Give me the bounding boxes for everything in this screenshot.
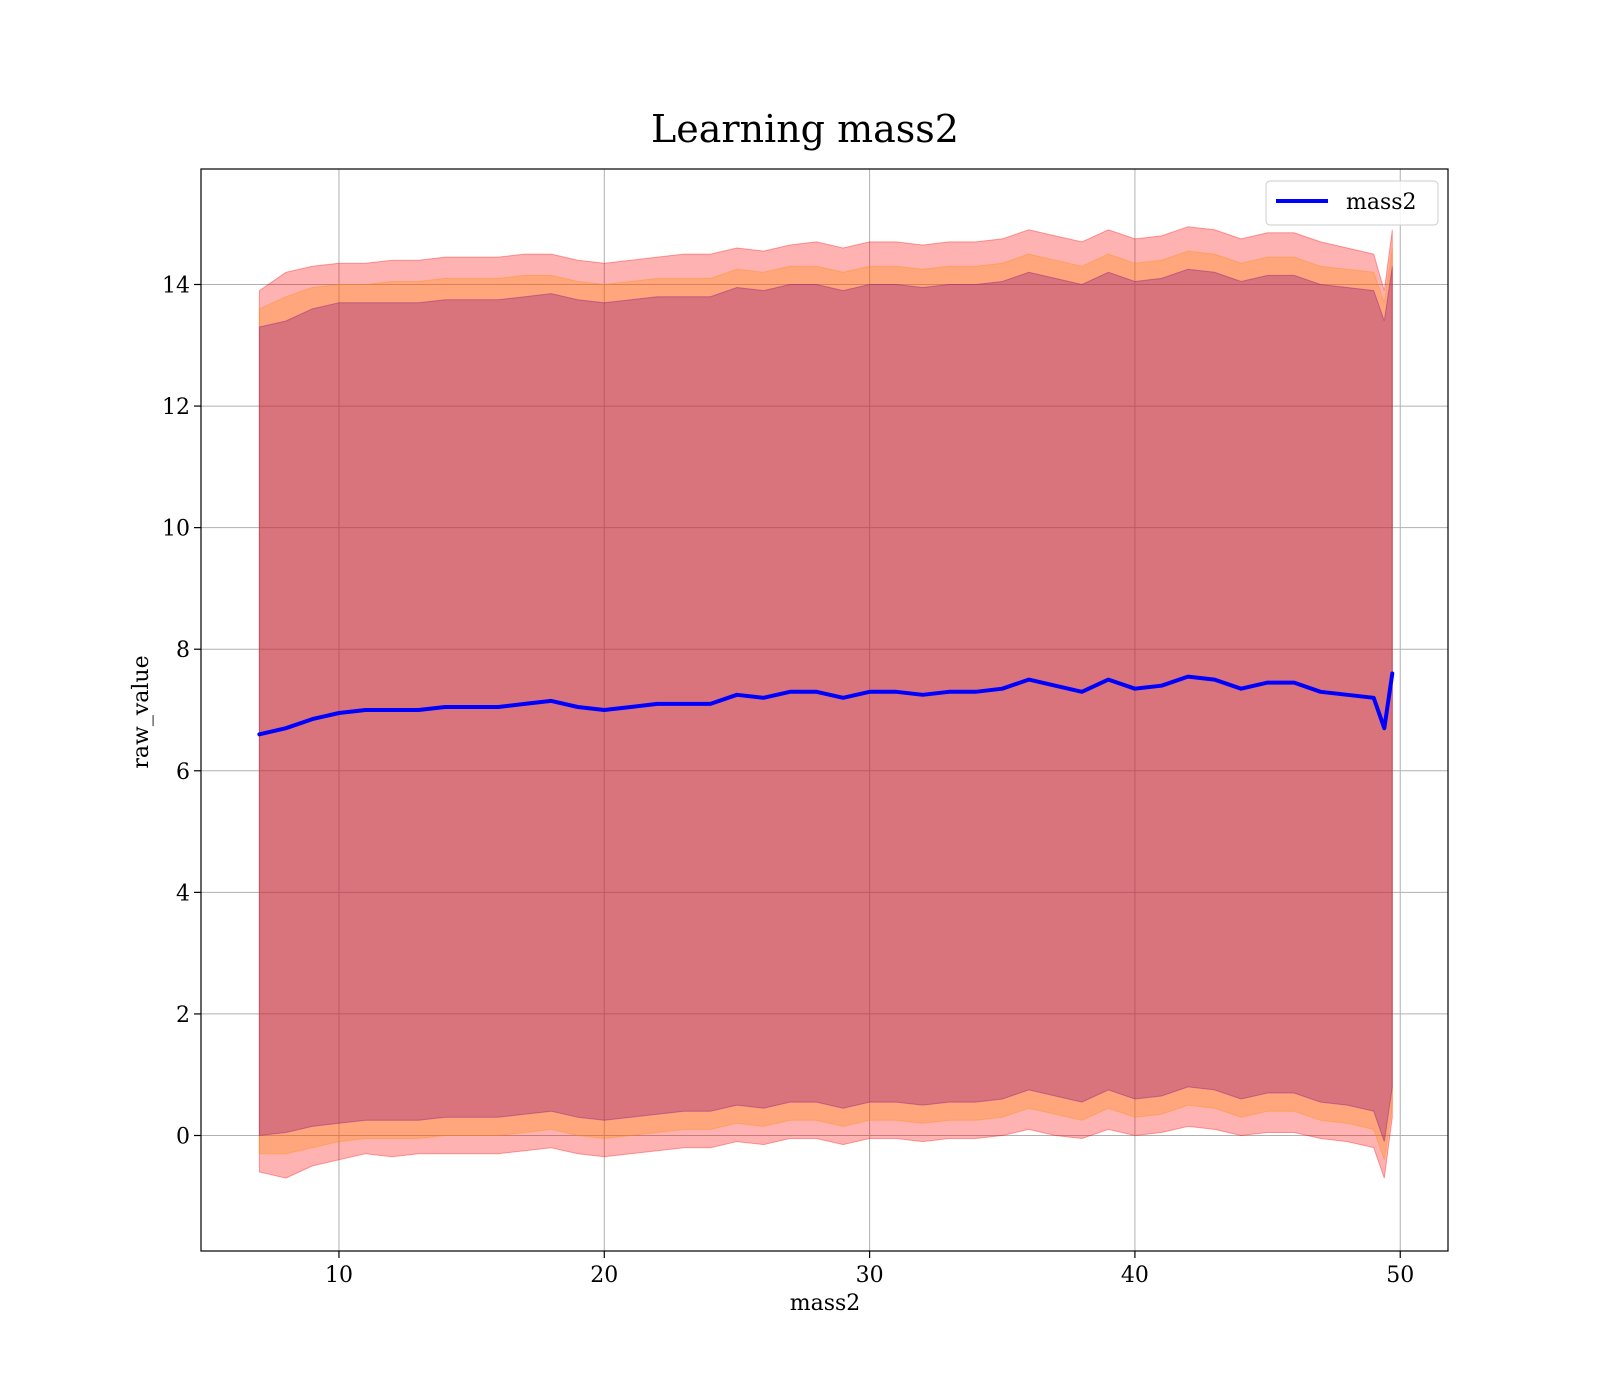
y-tick-label: 2 [176,1003,190,1028]
y-tick-label: 8 [176,638,190,663]
y-tick-label: 10 [162,517,190,542]
x-tick-label: 10 [325,1263,353,1288]
legend-box [1265,180,1439,226]
band-area-2 [258,247,1393,1160]
series-lines [257,671,1395,737]
x-tick-label: 30 [856,1263,884,1288]
y-tick-label: 0 [176,1125,190,1150]
y-tick-label: 6 [176,760,190,785]
y-tick-label: 12 [162,395,190,420]
y-tick-label: 4 [176,881,190,906]
band-area-3 [258,266,1393,1142]
band-area-1 [258,226,1393,1179]
x-tick-label: 50 [1386,1263,1414,1288]
y-axis-ticks: 0 2 4 6 8 10 12 14 [162,273,201,1150]
series-line-mass2 [257,671,1395,737]
legend: mass2 [1265,180,1439,226]
plot-frame [200,168,1449,1252]
x-axis-label: mass2 [790,1291,861,1316]
y-tick-label: 14 [162,273,190,298]
x-tick-label: 40 [1121,1263,1149,1288]
confidence-bands [258,226,1393,1179]
x-axis-ticks: 10 20 30 40 50 [325,1251,1414,1288]
x-tick-label: 20 [590,1263,618,1288]
y-axis-label: raw_value [129,655,154,768]
legend-label-mass2: mass2 [1346,190,1417,215]
chart-title: Learning mass2 [651,107,959,151]
